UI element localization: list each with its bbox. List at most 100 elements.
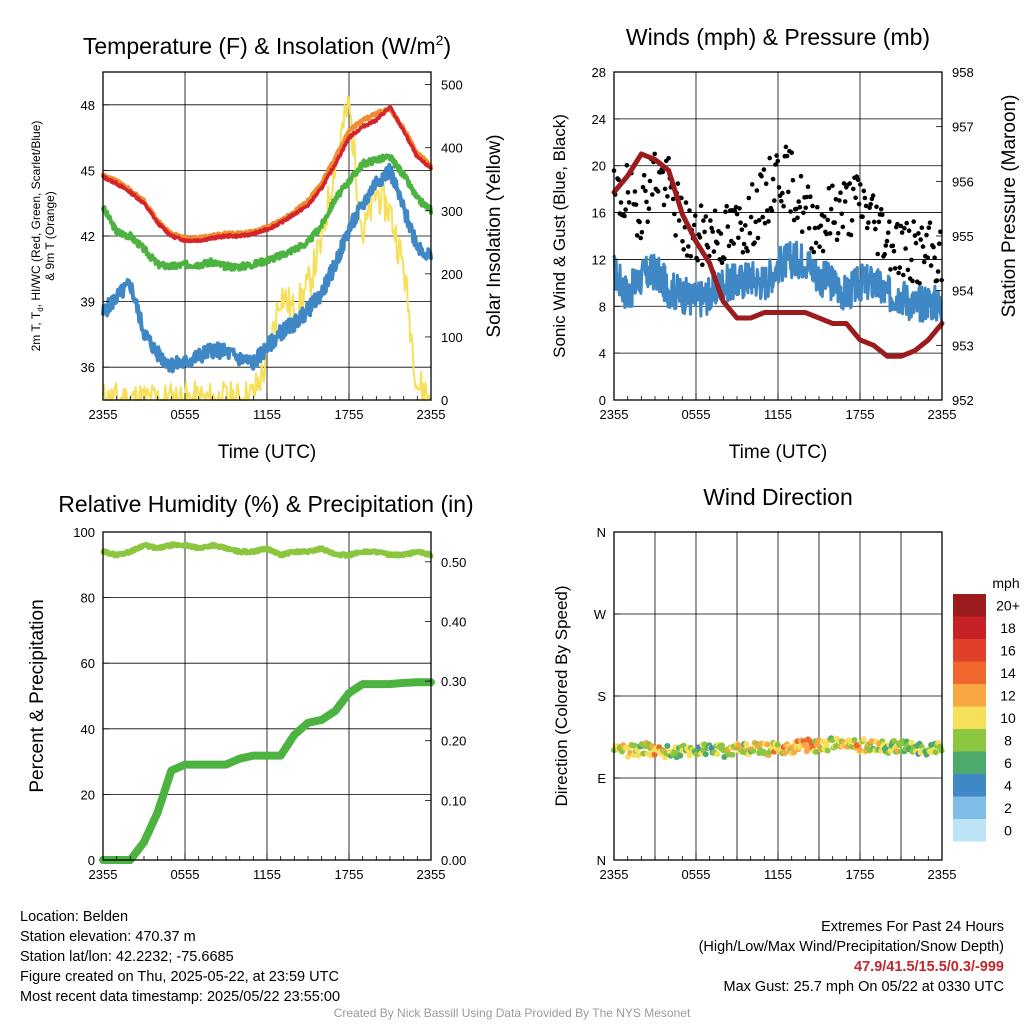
gust-point [687, 208, 692, 213]
colorbar-label: 2 [1004, 800, 1012, 816]
y-tick-label: 20 [592, 159, 606, 174]
gust-point [646, 206, 652, 211]
gust-point [702, 229, 707, 235]
wind-direction-point [764, 741, 771, 748]
gust-point [884, 238, 890, 244]
station-elevation: Station elevation: 470.37 m [20, 929, 196, 945]
gust-point [888, 267, 893, 272]
gust-point [858, 182, 863, 187]
gust-point [708, 218, 713, 223]
y2-tick-label: 0.10 [441, 793, 466, 808]
gust-point [880, 212, 885, 218]
gust-point [828, 206, 834, 212]
gust-point [924, 232, 929, 238]
x-tick-label: 1155 [253, 407, 281, 422]
gust-point [752, 240, 757, 245]
x-tick-label: 2355 [928, 407, 957, 422]
gust-point [639, 230, 645, 235]
gust-point [797, 204, 803, 210]
gust-point [697, 235, 703, 240]
gust-point [870, 193, 876, 198]
y-tick-label: 0 [88, 853, 95, 868]
gust-point [680, 239, 685, 244]
station-location: Location: Belden [20, 909, 129, 925]
gust-point [662, 186, 668, 192]
dewpoint-line [101, 162, 433, 374]
gust-point [695, 257, 700, 263]
gust-point [862, 195, 868, 201]
gust-point [796, 199, 801, 204]
y2-tick-label: 400 [441, 141, 463, 156]
gust-point [878, 207, 884, 212]
gust-point [903, 246, 908, 251]
wind-direction-point [750, 747, 757, 754]
gust-point [855, 177, 861, 183]
gust-point [931, 244, 936, 250]
colorbar-label: 6 [1004, 755, 1012, 771]
colorbar-label: 12 [1000, 687, 1016, 703]
y-tick-label: 39 [81, 295, 95, 310]
gust-point [718, 231, 724, 236]
gust-point [769, 208, 775, 213]
y2-tick-label: 958 [952, 65, 974, 80]
gust-point [801, 210, 806, 216]
gust-point [897, 265, 903, 270]
wind-direction-panel: Wind Direction 2355 0555 1155 1755 2355NESWN… [552, 484, 1020, 882]
gust-point [860, 214, 865, 219]
wind-direction-point [815, 737, 822, 744]
colorbar-swatch [953, 729, 986, 752]
gust-point [838, 190, 843, 195]
colorbar-label: 4 [1004, 777, 1012, 793]
wind-direction-point [781, 750, 788, 756]
y-tick-label: E [597, 771, 606, 786]
gust-point [917, 281, 922, 286]
gust-point [867, 205, 872, 211]
wind-direction-series [611, 735, 945, 761]
colorbar-swatch [953, 751, 986, 774]
y-tick-label: N [597, 853, 606, 868]
y2-tick-label: 0.00 [441, 853, 466, 868]
humidity-ylabel: Percent & Precipitation [27, 599, 48, 792]
gust-point [921, 259, 927, 265]
gust-point [676, 218, 682, 223]
y-tick-label: S [597, 689, 606, 704]
gust-point [643, 188, 648, 194]
gust-point [905, 267, 911, 273]
gust-point [818, 223, 824, 229]
gust-point [722, 256, 727, 262]
figure-created: Figure created on Thu, 2025-05-22, at 23… [20, 969, 339, 985]
gust-point [626, 200, 632, 205]
wind-direction-point [702, 751, 709, 758]
gust-point [736, 235, 741, 241]
x-tick-label: 2355 [928, 867, 957, 882]
gust-point [754, 188, 760, 193]
gust-point [749, 182, 755, 187]
gust-point [847, 181, 853, 186]
temperature-ylabel-line2: & 9m T (Orange) [43, 191, 57, 281]
wind-direction-point [824, 747, 831, 754]
gust-point [864, 225, 870, 231]
gust-point [817, 244, 822, 249]
y-tick-label: 42 [81, 229, 95, 244]
gust-point [910, 278, 915, 284]
gust-point [887, 219, 892, 224]
colorbar-label: 20+ [996, 597, 1020, 613]
y2-tick-label: 0.20 [441, 734, 466, 749]
y2-tick-label: 500 [441, 78, 463, 93]
gust-point [675, 181, 681, 186]
gust-point [645, 219, 650, 224]
gust-point [918, 237, 923, 242]
gust-point [633, 202, 639, 207]
gust-point [841, 181, 847, 186]
x-tick-label: 0555 [682, 867, 711, 882]
y2-tick-label: 957 [952, 120, 974, 135]
gust-point [733, 204, 739, 210]
gust-point [660, 169, 666, 175]
wind-direction-point [635, 752, 642, 759]
y2-tick-label: 952 [952, 393, 974, 408]
y-tick-label: 4 [599, 346, 606, 361]
y-tick-label: 36 [81, 360, 95, 375]
credit-line: Created By Nick Bassill Using Data Provi… [333, 1006, 691, 1020]
gust-point [799, 229, 805, 234]
gust-point [691, 222, 697, 228]
